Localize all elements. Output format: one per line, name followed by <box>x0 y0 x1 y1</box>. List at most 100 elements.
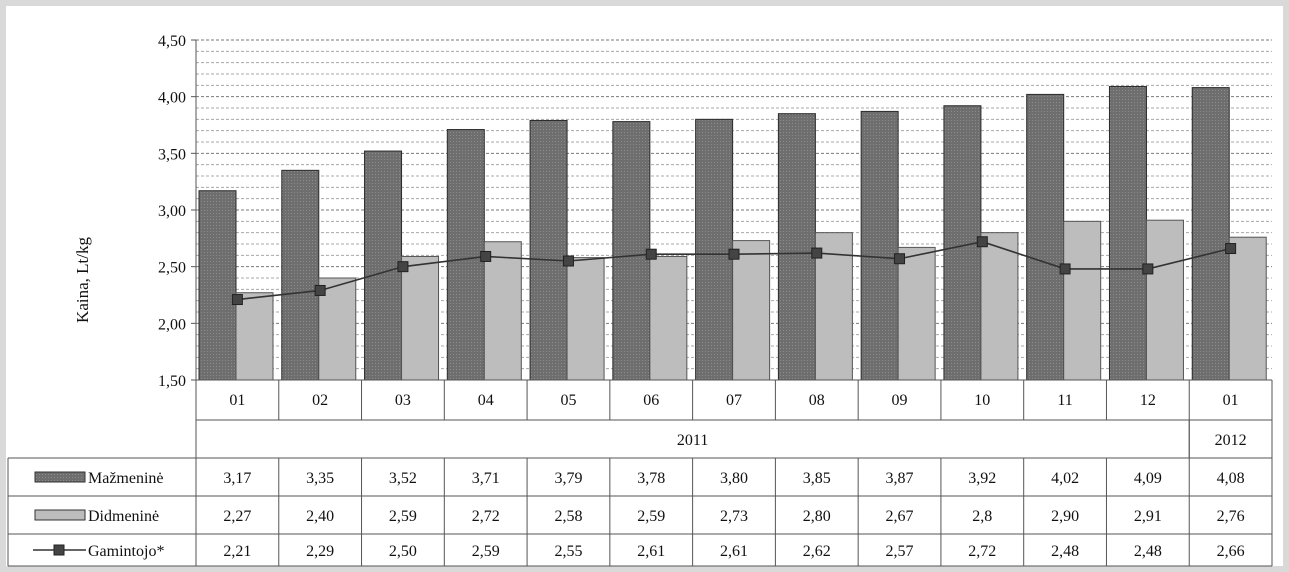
table-cell: 2,59 <box>472 543 500 560</box>
point-gamintojo <box>728 248 740 260</box>
table-cell: 2,61 <box>637 543 665 560</box>
month-label: 01 <box>1223 392 1239 409</box>
bar-didmenine <box>401 255 440 381</box>
bar-didmenine <box>1063 220 1102 381</box>
data-table: 2011 2012 01 02 03 04 05 06 07 08 09 10 11 12 01 Mažmen… <box>7 379 1273 567</box>
table-cell: 3,87 <box>886 470 914 487</box>
point-gamintojo <box>314 284 326 296</box>
bar-mazmenine <box>1108 85 1147 381</box>
point-gamintojo <box>894 253 906 265</box>
point-gamintojo <box>811 247 823 259</box>
month-label: 06 <box>643 392 659 409</box>
bar-didmenine <box>483 241 522 381</box>
bar-didmenine <box>649 255 688 381</box>
table-cell: 2,90 <box>1051 508 1079 525</box>
table-cell: 3,80 <box>720 470 748 487</box>
table-cell: 2,21 <box>223 543 251 560</box>
bar-mazmenine <box>364 150 403 381</box>
table-cell: 4,02 <box>1051 470 1079 487</box>
point-gamintojo <box>645 248 657 260</box>
point-gamintojo <box>397 261 409 273</box>
table-cell: 2,55 <box>554 543 582 560</box>
table-cell: 3,17 <box>223 470 251 487</box>
table-cell: 3,78 <box>637 470 665 487</box>
month-label: 04 <box>478 392 494 409</box>
bar-didmenine <box>1145 219 1184 381</box>
y-tick-label: 1,50 <box>158 373 186 390</box>
point-gamintojo <box>231 294 243 306</box>
producer-line <box>231 236 1237 306</box>
table-cell: 2,62 <box>803 543 831 560</box>
table-cell: 3,92 <box>968 470 996 487</box>
axes <box>191 39 197 381</box>
table-cell: 2,76 <box>1217 508 1245 525</box>
bar-mazmenine <box>695 118 734 381</box>
table-cell: 2,57 <box>886 543 914 560</box>
bar-didmenine <box>566 257 605 381</box>
bar-mazmenine <box>281 169 320 381</box>
month-label: 09 <box>892 392 908 409</box>
month-label: 10 <box>974 392 990 409</box>
table-cell: 2,73 <box>720 508 748 525</box>
legend-label: Gamintojo* <box>88 543 164 560</box>
table-cell: 3,35 <box>306 470 334 487</box>
month-label: 11 <box>1057 392 1072 409</box>
legend-marker-gamintojo <box>53 544 65 556</box>
table-cell: 2,61 <box>720 543 748 560</box>
y-tick-label: 2,50 <box>158 260 186 277</box>
bar-mazmenine <box>1026 93 1065 381</box>
bar-didmenine <box>1228 236 1267 381</box>
y-tick-label: 4,50 <box>158 33 186 50</box>
bar-mazmenine <box>446 129 485 381</box>
table-cell: 2,50 <box>389 543 417 560</box>
legend-label: Didmeninė <box>88 508 159 525</box>
table-cell: 2,59 <box>389 508 417 525</box>
table-cell: 2,48 <box>1134 543 1162 560</box>
point-gamintojo <box>1142 263 1154 275</box>
table-cell: 2,91 <box>1134 508 1162 525</box>
table-cell: 2,40 <box>306 508 334 525</box>
table-cell: 3,85 <box>803 470 831 487</box>
bar-mazmenine <box>529 119 568 381</box>
bar-mazmenine <box>777 113 816 381</box>
table-cell: 2,80 <box>803 508 831 525</box>
point-gamintojo <box>480 250 492 262</box>
y-tick-labels: 1,50 2,00 2,50 3,00 3,50 4,00 4,50 <box>158 33 186 390</box>
month-label: 05 <box>560 392 576 409</box>
bar-mazmenine <box>1191 87 1230 381</box>
point-gamintojo <box>976 236 988 248</box>
month-label: 07 <box>726 392 742 409</box>
table-cell: 4,09 <box>1134 470 1162 487</box>
year-label: 2011 <box>677 432 708 449</box>
bar-didmenine <box>980 232 1019 381</box>
bar-mazmenine <box>198 190 237 381</box>
point-gamintojo <box>562 255 574 267</box>
table-cell: 3,79 <box>554 470 582 487</box>
legend-key-didmenine <box>34 509 86 521</box>
table-cell: 2,66 <box>1217 543 1245 560</box>
table-cell: 2,59 <box>637 508 665 525</box>
y-axis-label: Kaina, Lt/kg <box>73 237 92 323</box>
legend-key-mazmenine <box>34 471 86 483</box>
year-label: 2012 <box>1215 432 1247 449</box>
point-gamintojo <box>1225 243 1237 255</box>
legend-label: Mažmeninė <box>88 470 164 487</box>
month-label: 02 <box>312 392 328 409</box>
table-cell: 4,08 <box>1217 470 1245 487</box>
table-cell: 2,8 <box>972 508 992 525</box>
bar-mazmenine <box>860 110 899 381</box>
y-tick-label: 4,00 <box>158 90 186 107</box>
y-tick-label: 3,50 <box>158 146 186 163</box>
month-label: 01 <box>229 392 245 409</box>
bar-didmenine <box>732 240 771 381</box>
y-tick-label: 2,00 <box>158 316 186 333</box>
bar-mazmenine <box>612 121 651 381</box>
table-cell: 2,72 <box>968 543 996 560</box>
month-label: 08 <box>809 392 825 409</box>
table-cell: 2,29 <box>306 543 334 560</box>
month-label: 12 <box>1140 392 1156 409</box>
table-cell: 2,48 <box>1051 543 1079 560</box>
bar-didmenine <box>235 292 274 381</box>
y-tick-label: 3,00 <box>158 203 186 220</box>
table-cell: 2,27 <box>223 508 251 525</box>
